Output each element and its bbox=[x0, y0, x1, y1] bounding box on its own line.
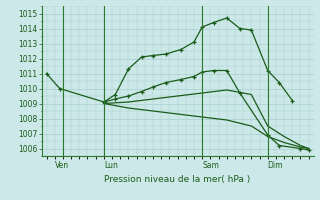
Text: Lun: Lun bbox=[104, 161, 118, 170]
Text: Dim: Dim bbox=[268, 161, 283, 170]
Text: Ven: Ven bbox=[55, 161, 69, 170]
Text: Sam: Sam bbox=[202, 161, 219, 170]
X-axis label: Pression niveau de la mer( hPa ): Pression niveau de la mer( hPa ) bbox=[104, 175, 251, 184]
